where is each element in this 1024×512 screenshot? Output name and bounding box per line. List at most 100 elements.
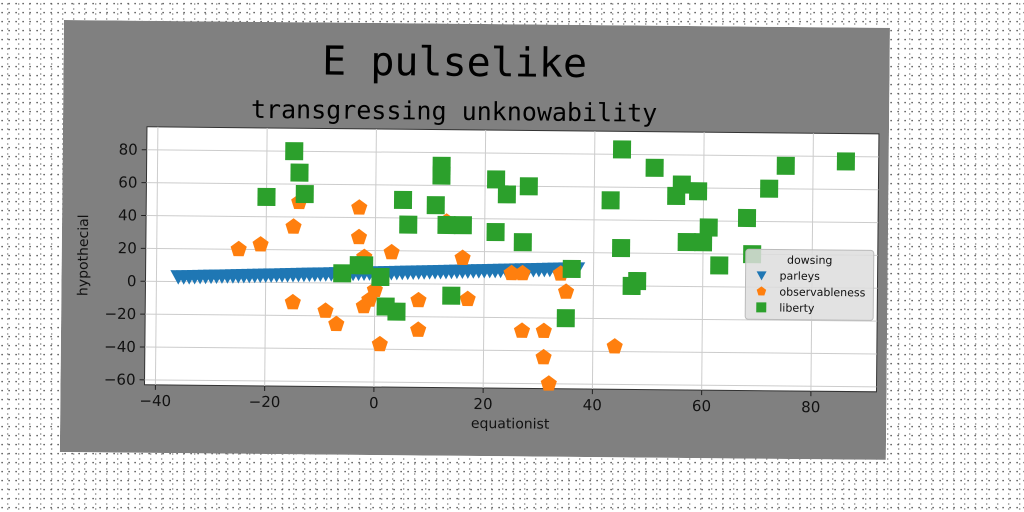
x-tick-label: 60 [692, 397, 711, 415]
legend: dowsing parleys observableness liberty [744, 248, 875, 321]
observableness-point [557, 283, 575, 299]
observableness-point [514, 264, 531, 281]
observableness-point [535, 322, 552, 339]
y-grid-line [146, 149, 879, 158]
legend-title: dowsing [787, 254, 833, 267]
liberty-point [371, 267, 390, 287]
observableness-point [383, 243, 400, 260]
chart-title: E pulselike [322, 38, 587, 87]
liberty-point [513, 233, 532, 252]
x-axis-label: equationist [471, 416, 550, 433]
legend-marker-observableness [756, 286, 767, 296]
observableness-series [230, 193, 623, 391]
liberty-point [442, 286, 461, 305]
legend-marker-liberty [756, 302, 767, 313]
observableness-point [513, 322, 531, 338]
liberty-point [432, 166, 451, 185]
liberty-point [355, 256, 374, 275]
liberty-point [612, 238, 631, 258]
observableness-point [252, 236, 269, 252]
liberty-point [760, 179, 779, 198]
observableness-point [230, 240, 247, 257]
liberty-point [601, 191, 620, 210]
liberty-point [285, 142, 304, 161]
observableness-point [540, 375, 557, 391]
liberty-point [776, 156, 795, 175]
x-grid-line [154, 126, 159, 385]
liberty-point [426, 196, 445, 215]
liberty-point [486, 222, 505, 242]
y-tick-label: 20 [118, 239, 137, 257]
chart-subtitle: transgressing unknowability [251, 95, 658, 128]
observableness-point [371, 335, 388, 352]
legend-label-parleys: parleys [780, 270, 821, 283]
liberty-point [437, 215, 456, 235]
liberty-point [645, 158, 664, 177]
liberty-point [257, 187, 276, 207]
liberty-point [562, 259, 581, 279]
y-tick-label: −40 [104, 338, 136, 356]
liberty-point [393, 190, 413, 210]
liberty-point [556, 309, 575, 328]
y-tick-label: −60 [104, 370, 136, 388]
x-grid-line [701, 132, 705, 391]
legend-label-observableness: observableness [779, 286, 865, 300]
liberty-point [487, 170, 506, 189]
observableness-point [606, 338, 623, 354]
observableness-point [328, 315, 345, 332]
x-tick-label: 20 [473, 395, 492, 413]
x-tick-label: 80 [801, 398, 820, 416]
x-grid-line [482, 130, 487, 389]
liberty-point [519, 177, 538, 196]
liberty-point [699, 218, 718, 237]
liberty-point [737, 208, 757, 228]
observableness-point [410, 321, 427, 337]
y-tick-label: 40 [118, 206, 137, 224]
x-tick-label: 40 [583, 396, 602, 414]
y-grid-line [144, 379, 877, 388]
observableness-point [317, 302, 334, 318]
liberty-point [612, 140, 632, 159]
data-points [170, 140, 855, 391]
legend-marker-parleys [756, 271, 767, 281]
y-tick-label: 80 [119, 141, 138, 159]
y-grid-line [145, 313, 878, 322]
liberty-point [295, 184, 314, 204]
observableness-point [535, 348, 552, 365]
liberty-point [694, 233, 713, 252]
scatter-chart: E pulselike transgressing unknowability … [59, 20, 890, 460]
observableness-point [503, 264, 520, 281]
x-tick-label: 0 [369, 394, 379, 412]
liberty-point [836, 152, 855, 171]
y-tick-label: 0 [127, 272, 137, 290]
observableness-point [285, 218, 302, 234]
x-grid-line [264, 127, 268, 386]
liberty-point [399, 215, 418, 234]
liberty-point [672, 175, 691, 194]
observableness-point [459, 290, 476, 307]
liberty-point [290, 163, 309, 182]
legend-box [744, 248, 875, 321]
x-tick-label: −20 [249, 393, 281, 411]
x-tick-label: −40 [139, 392, 171, 410]
y-axis-label: hypothecial [75, 214, 92, 296]
liberty-point [387, 302, 406, 321]
observableness-point [454, 249, 471, 265]
y-tick-label: 60 [118, 173, 137, 191]
y-grid-line [144, 346, 877, 355]
observableness-point [410, 291, 427, 308]
liberty-point [677, 233, 696, 252]
liberty-point [333, 264, 352, 283]
liberty-point [710, 256, 729, 275]
liberty-point [497, 185, 516, 204]
y-tick-label: −20 [104, 305, 136, 323]
chart-figure: E pulselike transgressing unknowability … [59, 20, 890, 460]
y-grid-line [146, 215, 879, 224]
x-grid-line [591, 131, 596, 390]
liberty-point [628, 271, 647, 291]
observableness-point [350, 228, 368, 245]
liberty-point [689, 182, 708, 201]
liberty-point [453, 216, 472, 235]
observableness-point [351, 199, 368, 215]
